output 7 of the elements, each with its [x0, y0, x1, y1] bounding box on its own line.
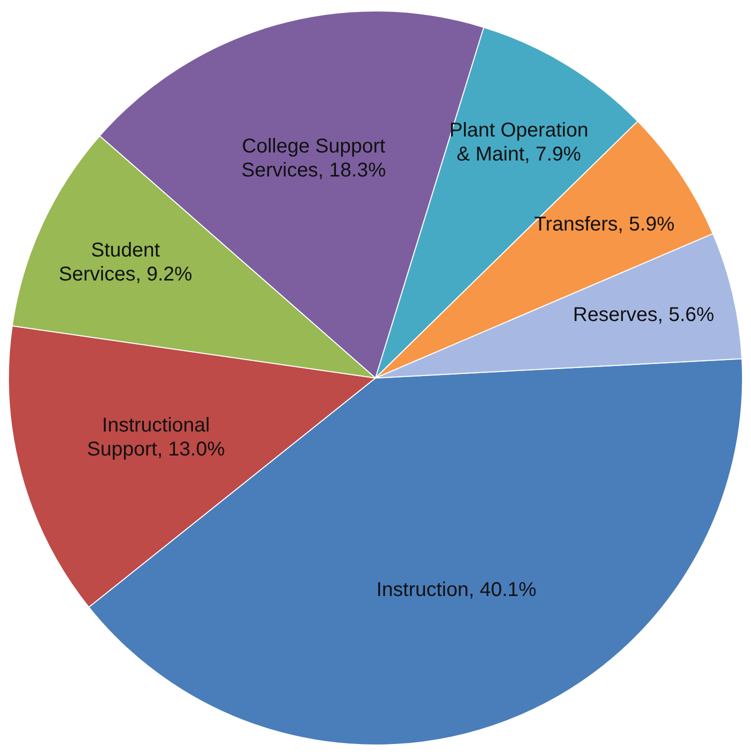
slice-label: Reserves, 5.6%: [573, 304, 714, 326]
slice-label: Student Services, 9.2%: [58, 239, 192, 286]
slice-label: Transfers, 5.9%: [534, 213, 675, 236]
slice-label: Instruction, 40.1%: [376, 579, 537, 602]
slice-label: College Support Services, 18.3%: [241, 136, 386, 182]
slice-label: Plant Operation & Maint, 7.9%: [449, 120, 588, 166]
slice-label: Instructional Support, 13.0%: [87, 414, 226, 460]
